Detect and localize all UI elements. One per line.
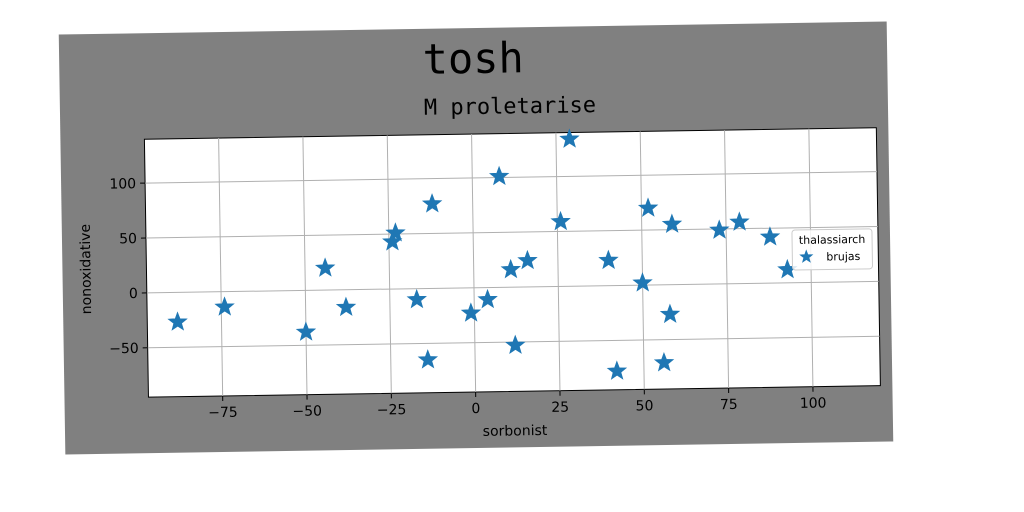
x-gridline bbox=[218, 138, 224, 397]
x-gridline bbox=[639, 131, 645, 390]
scatter-chart: M proletarise −75 −50 −25 0 25 50 75 100 −50 0 50 10… bbox=[78, 93, 881, 440]
y-gridline bbox=[145, 225, 878, 239]
data-point-star bbox=[421, 193, 443, 213]
data-point-star bbox=[606, 360, 628, 380]
data-point-star bbox=[335, 296, 357, 317]
y-gridline bbox=[145, 171, 878, 184]
data-point-star bbox=[488, 165, 510, 186]
data-point-star bbox=[653, 351, 675, 372]
data-point-star bbox=[637, 197, 659, 217]
x-tick-label: 25 bbox=[551, 400, 569, 416]
x-tick-label: −25 bbox=[377, 402, 407, 418]
data-point-star bbox=[500, 258, 521, 279]
data-point-star bbox=[406, 288, 427, 309]
data-point-star bbox=[559, 128, 580, 148]
x-gridline bbox=[555, 132, 561, 391]
x-tick-label: 75 bbox=[720, 397, 738, 413]
legend-title: thalassiarch bbox=[799, 233, 866, 247]
data-point-star bbox=[598, 249, 619, 270]
data-point-star bbox=[417, 349, 439, 369]
x-gridline bbox=[386, 135, 392, 394]
data-point-star bbox=[729, 211, 750, 231]
data-point-star bbox=[295, 321, 317, 341]
data-point-star bbox=[659, 303, 681, 324]
data-point-star bbox=[661, 213, 683, 234]
x-gridline bbox=[471, 134, 477, 393]
legend-box bbox=[791, 228, 873, 271]
x-tick-label: 0 bbox=[471, 401, 480, 417]
data-point-star bbox=[477, 288, 498, 309]
y-tick-label: 100 bbox=[109, 176, 136, 192]
x-tick-label: −75 bbox=[208, 405, 238, 421]
data-point-star bbox=[517, 249, 538, 270]
data-point-star bbox=[709, 219, 730, 239]
x-tick-label: 100 bbox=[800, 396, 827, 412]
legend-marker-star bbox=[799, 249, 814, 263]
data-point-star bbox=[385, 222, 406, 242]
y-tick-label: −50 bbox=[109, 341, 139, 357]
data-point-star bbox=[167, 311, 188, 331]
data-point-star bbox=[214, 296, 235, 316]
x-gridline bbox=[302, 136, 308, 395]
chart-title: M proletarise bbox=[424, 93, 597, 121]
y-tick-label: 50 bbox=[119, 231, 137, 247]
legend-entry-label: brujas bbox=[826, 250, 860, 264]
plot-area bbox=[143, 127, 881, 398]
data-point-star bbox=[505, 334, 526, 355]
y-gridline bbox=[146, 280, 879, 294]
x-gridline bbox=[724, 130, 730, 389]
x-tick-label: 50 bbox=[635, 398, 653, 414]
data-point-star bbox=[550, 210, 571, 231]
x-tick-label: −50 bbox=[292, 403, 322, 419]
data-point-star bbox=[314, 257, 336, 277]
data-point-star bbox=[632, 272, 653, 292]
y-tick-label: 0 bbox=[129, 286, 138, 302]
figure: tosh M proletarise −75 −50 −25 0 25 50 75 100 −50… bbox=[58, 21, 894, 455]
data-point-star bbox=[460, 302, 482, 322]
y-axis-label: nonoxidative bbox=[78, 224, 95, 315]
data-point-star bbox=[759, 226, 781, 246]
x-axis-label: sorbonist bbox=[483, 423, 548, 440]
